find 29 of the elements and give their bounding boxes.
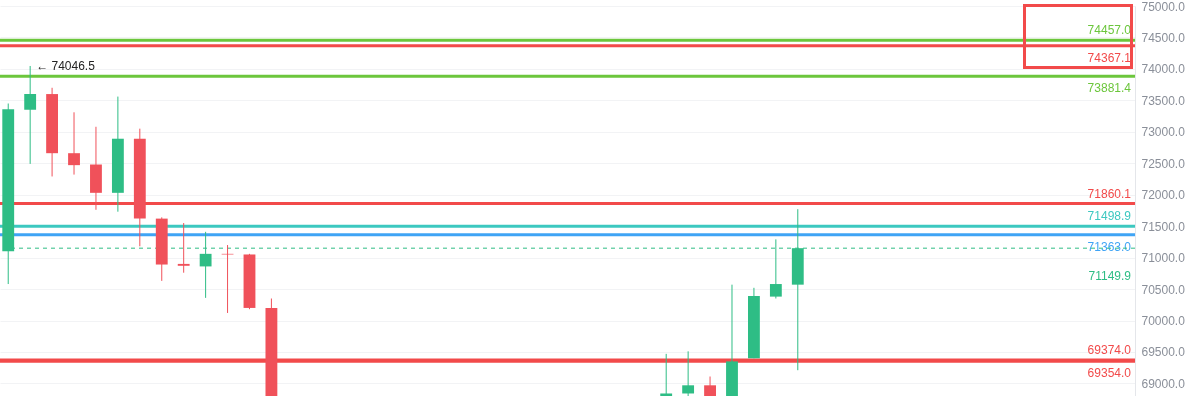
ref-line-label: 74457.0 xyxy=(1087,23,1132,38)
ref-line-label: 69374.0 xyxy=(1087,342,1132,357)
y-tick-label: 73000.0 xyxy=(1141,125,1186,140)
candlestick xyxy=(682,350,695,396)
ref-line-label: 71363.0 xyxy=(1087,239,1132,254)
candlestick xyxy=(177,222,190,274)
y-tick-label: 75000.0 xyxy=(1141,0,1186,14)
ref-line-label: 71498.9 xyxy=(1087,209,1132,224)
y-tick-label: 71500.0 xyxy=(1141,219,1186,234)
ref-line-label: 69354.0 xyxy=(1087,366,1132,381)
ref-line-label: 71149.9 xyxy=(1088,269,1132,284)
y-tick-label: 74500.0 xyxy=(1141,30,1186,45)
ref-line-label: 74367.1 xyxy=(1087,50,1132,65)
candlestick xyxy=(68,111,80,176)
y-tick-label: 72500.0 xyxy=(1141,156,1186,171)
y-tick-label: 69500.0 xyxy=(1141,345,1186,360)
y-tick-label: 70500.0 xyxy=(1141,282,1186,297)
y-tick-label: 74000.0 xyxy=(1141,62,1186,77)
y-tick-label: 69000.0 xyxy=(1141,376,1186,391)
annotation: ← 74046.5 xyxy=(36,58,96,73)
ref-line-label: 73881.4 xyxy=(1087,81,1132,96)
candlestick xyxy=(24,65,37,165)
candlestick xyxy=(660,353,673,396)
y-tick-label: 70000.0 xyxy=(1141,314,1186,329)
candlestick xyxy=(704,376,716,396)
y-tick-label: 73500.0 xyxy=(1141,93,1186,108)
y-tick-label: 72000.0 xyxy=(1141,188,1186,203)
y-tick-label: 71000.0 xyxy=(1141,251,1186,266)
ref-line-label: 71860.1 xyxy=(1087,186,1132,201)
